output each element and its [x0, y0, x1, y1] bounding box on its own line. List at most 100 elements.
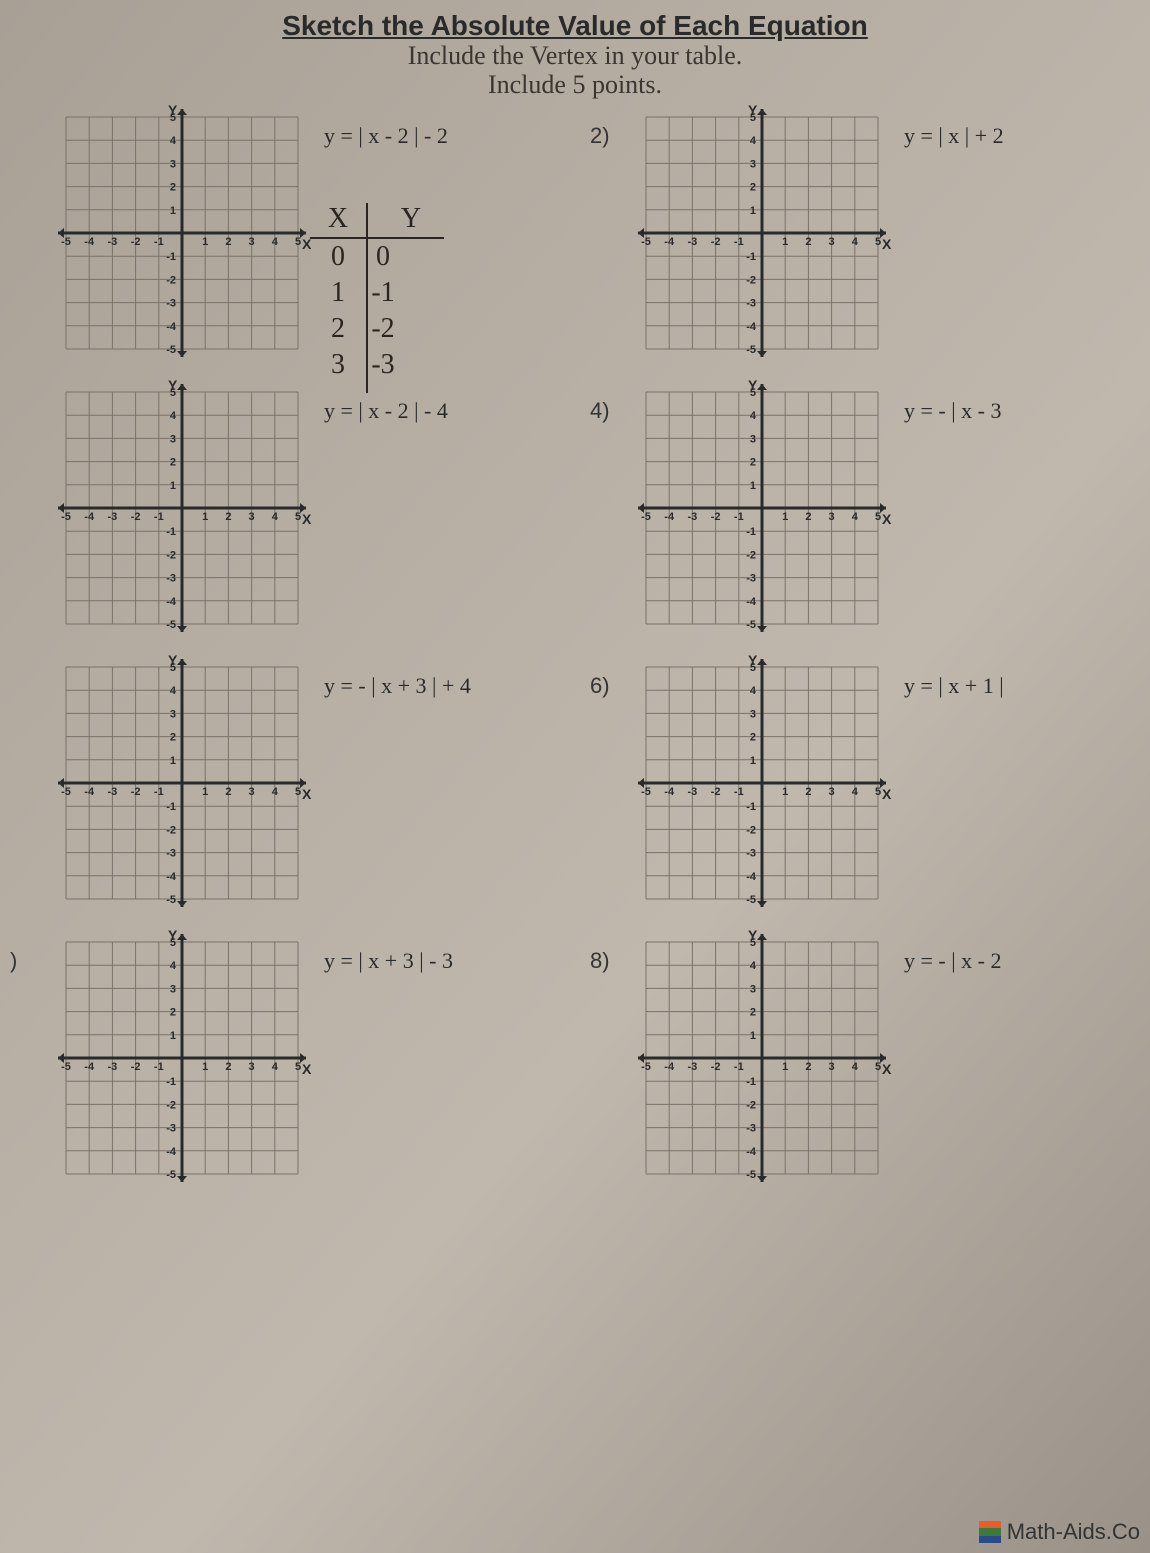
svg-text:Y: Y — [748, 928, 758, 943]
svg-text:1: 1 — [782, 786, 788, 798]
svg-text:2: 2 — [170, 732, 176, 744]
problem-number: 2) — [590, 123, 620, 149]
svg-text:-1: -1 — [166, 526, 176, 538]
svg-text:-3: -3 — [746, 1123, 756, 1135]
svg-text:-1: -1 — [154, 236, 164, 248]
equation: y = - | x - 3 — [904, 398, 1001, 424]
svg-text:Y: Y — [168, 928, 178, 943]
problem-4: 4) -5-4-3-2-112345-5-4-3-2-112345XY y = … — [590, 378, 1140, 643]
svg-text:1: 1 — [750, 755, 756, 767]
svg-text:2: 2 — [170, 457, 176, 469]
svg-text:3: 3 — [829, 511, 835, 523]
svg-text:2: 2 — [750, 457, 756, 469]
handwritten-instruction-2: Include 5 points. — [10, 71, 1140, 100]
svg-text:2: 2 — [170, 182, 176, 194]
svg-text:2: 2 — [225, 236, 231, 248]
svg-text:-4: -4 — [664, 511, 675, 523]
svg-text:-5: -5 — [61, 236, 71, 248]
svg-text:-5: -5 — [746, 894, 756, 906]
svg-text:-2: -2 — [711, 1061, 721, 1073]
svg-text:-3: -3 — [746, 848, 756, 860]
svg-text:-2: -2 — [711, 236, 721, 248]
problem-2: 2) -5-4-3-2-112345-5-4-3-2-112345XY y = … — [590, 103, 1140, 368]
svg-text:Y: Y — [168, 378, 178, 393]
svg-text:-1: -1 — [746, 251, 756, 263]
svg-text:-5: -5 — [641, 511, 651, 523]
coordinate-grid: -5-4-3-2-112345-5-4-3-2-112345XY — [632, 103, 892, 363]
svg-text:2: 2 — [805, 511, 811, 523]
problem-6: 6) -5-4-3-2-112345-5-4-3-2-112345XY y = … — [590, 653, 1140, 918]
svg-text:-2: -2 — [166, 825, 176, 837]
svg-text:-3: -3 — [688, 236, 698, 248]
svg-text:3: 3 — [829, 1061, 835, 1073]
svg-text:3: 3 — [170, 434, 176, 446]
equation: y = - | x + 3 | + 4 — [324, 673, 471, 699]
svg-text:5: 5 — [295, 511, 301, 523]
svg-text:2: 2 — [225, 786, 231, 798]
svg-text:-4: -4 — [746, 871, 757, 883]
svg-text:Y: Y — [168, 103, 178, 118]
svg-text:1: 1 — [202, 511, 208, 523]
svg-text:5: 5 — [875, 786, 881, 798]
svg-text:-1: -1 — [166, 251, 176, 263]
svg-text:-4: -4 — [664, 786, 675, 798]
problem-7: ) -5-4-3-2-112345-5-4-3-2-112345XY y = |… — [10, 928, 560, 1193]
svg-text:1: 1 — [170, 480, 176, 492]
svg-text:-4: -4 — [664, 1061, 675, 1073]
svg-text:-3: -3 — [108, 511, 118, 523]
svg-text:3: 3 — [249, 1061, 255, 1073]
svg-text:-5: -5 — [746, 344, 756, 356]
svg-text:-2: -2 — [166, 550, 176, 562]
svg-text:5: 5 — [875, 1061, 881, 1073]
svg-text:2: 2 — [750, 182, 756, 194]
svg-text:2: 2 — [225, 1061, 231, 1073]
svg-text:-3: -3 — [688, 1061, 698, 1073]
svg-text:1: 1 — [782, 511, 788, 523]
coordinate-grid: -5-4-3-2-112345-5-4-3-2-112345XY — [52, 928, 312, 1188]
svg-text:X: X — [882, 786, 892, 802]
svg-text:3: 3 — [750, 434, 756, 446]
svg-text:-2: -2 — [746, 1100, 756, 1112]
svg-text:4: 4 — [170, 135, 177, 147]
svg-text:-2: -2 — [746, 275, 756, 287]
svg-text:4: 4 — [852, 511, 859, 523]
svg-text:-5: -5 — [166, 619, 176, 631]
svg-text:-3: -3 — [746, 573, 756, 585]
coordinate-grid: -5-4-3-2-112345-5-4-3-2-112345XY — [52, 103, 312, 363]
svg-text:-2: -2 — [711, 786, 721, 798]
svg-text:5: 5 — [295, 236, 301, 248]
svg-text:4: 4 — [852, 236, 859, 248]
svg-text:4: 4 — [272, 1061, 279, 1073]
svg-text:2: 2 — [805, 236, 811, 248]
svg-text:-1: -1 — [734, 1061, 744, 1073]
svg-text:4: 4 — [272, 511, 279, 523]
svg-text:-5: -5 — [641, 786, 651, 798]
coordinate-grid: -5-4-3-2-112345-5-4-3-2-112345XY — [52, 378, 312, 638]
svg-text:-4: -4 — [664, 236, 675, 248]
svg-text:-1: -1 — [734, 511, 744, 523]
xy-table: XY 001-12-23-3 — [310, 203, 444, 383]
svg-text:3: 3 — [750, 159, 756, 171]
svg-text:X: X — [302, 1061, 312, 1077]
svg-text:-4: -4 — [84, 511, 95, 523]
svg-text:5: 5 — [295, 786, 301, 798]
svg-text:-3: -3 — [746, 298, 756, 310]
svg-text:Y: Y — [748, 653, 758, 668]
svg-text:-1: -1 — [154, 1061, 164, 1073]
svg-text:3: 3 — [750, 984, 756, 996]
svg-text:1: 1 — [202, 236, 208, 248]
svg-text:-4: -4 — [166, 1146, 177, 1158]
svg-text:3: 3 — [750, 709, 756, 721]
problem-5: -5-4-3-2-112345-5-4-3-2-112345XY y = - |… — [10, 653, 560, 918]
svg-text:-4: -4 — [166, 596, 177, 608]
svg-text:1: 1 — [750, 480, 756, 492]
svg-text:3: 3 — [249, 786, 255, 798]
svg-text:-2: -2 — [746, 825, 756, 837]
svg-text:-4: -4 — [746, 1146, 757, 1158]
svg-text:-3: -3 — [688, 511, 698, 523]
svg-text:-2: -2 — [166, 275, 176, 287]
svg-text:-3: -3 — [688, 786, 698, 798]
svg-text:2: 2 — [750, 732, 756, 744]
svg-text:2: 2 — [225, 511, 231, 523]
svg-text:3: 3 — [829, 786, 835, 798]
